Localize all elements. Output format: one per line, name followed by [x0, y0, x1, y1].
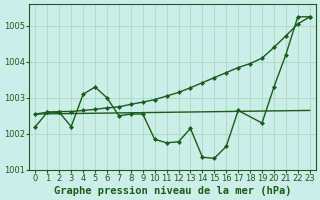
X-axis label: Graphe pression niveau de la mer (hPa): Graphe pression niveau de la mer (hPa): [54, 186, 291, 196]
